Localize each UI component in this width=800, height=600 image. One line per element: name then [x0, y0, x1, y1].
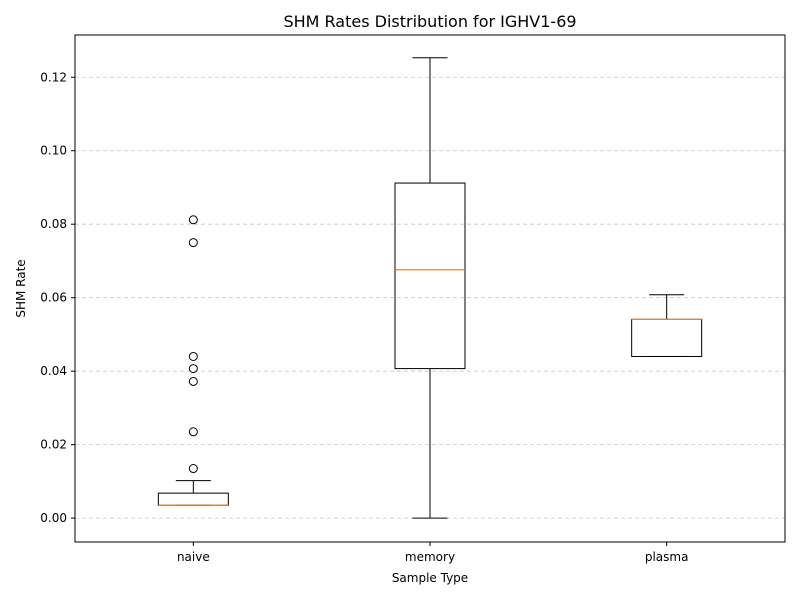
outlier-point: [188, 464, 198, 474]
x-tick-label-plasma: plasma: [645, 550, 689, 564]
y-tick-label: 0.06: [40, 291, 67, 305]
box-memory: [394, 57, 466, 519]
y-tick-label: 0.02: [40, 438, 67, 452]
x-tick-label-memory: memory: [405, 550, 455, 564]
y-tick-label: 0.10: [40, 144, 67, 158]
boxes: [157, 57, 703, 519]
box-naive: [157, 215, 229, 506]
ticks: 0.00 0.02 0.04 0.06 0.08 0.10 0.12 naive memory p…: [40, 70, 688, 564]
x-axis-label: Sample Type: [392, 571, 468, 585]
y-tick-label: 0.04: [40, 364, 67, 378]
outlier-point: [188, 351, 198, 361]
y-tick-label: 0.08: [40, 217, 67, 231]
y-axis-label: SHM Rate: [14, 259, 28, 317]
box-plasma: [631, 294, 703, 357]
chart-title: SHM Rates Distribution for IGHV1-69: [283, 12, 576, 31]
outlier-point: [188, 215, 198, 225]
outlier-point: [188, 364, 198, 374]
iqr-box: [394, 182, 466, 370]
y-tick-label: 0.12: [40, 70, 67, 84]
outlier-point: [188, 427, 198, 437]
outlier-point: [188, 238, 198, 248]
y-tick-label: 0.00: [40, 511, 67, 525]
outlier-point: [188, 376, 198, 386]
x-tick-label-naive: naive: [177, 550, 210, 564]
